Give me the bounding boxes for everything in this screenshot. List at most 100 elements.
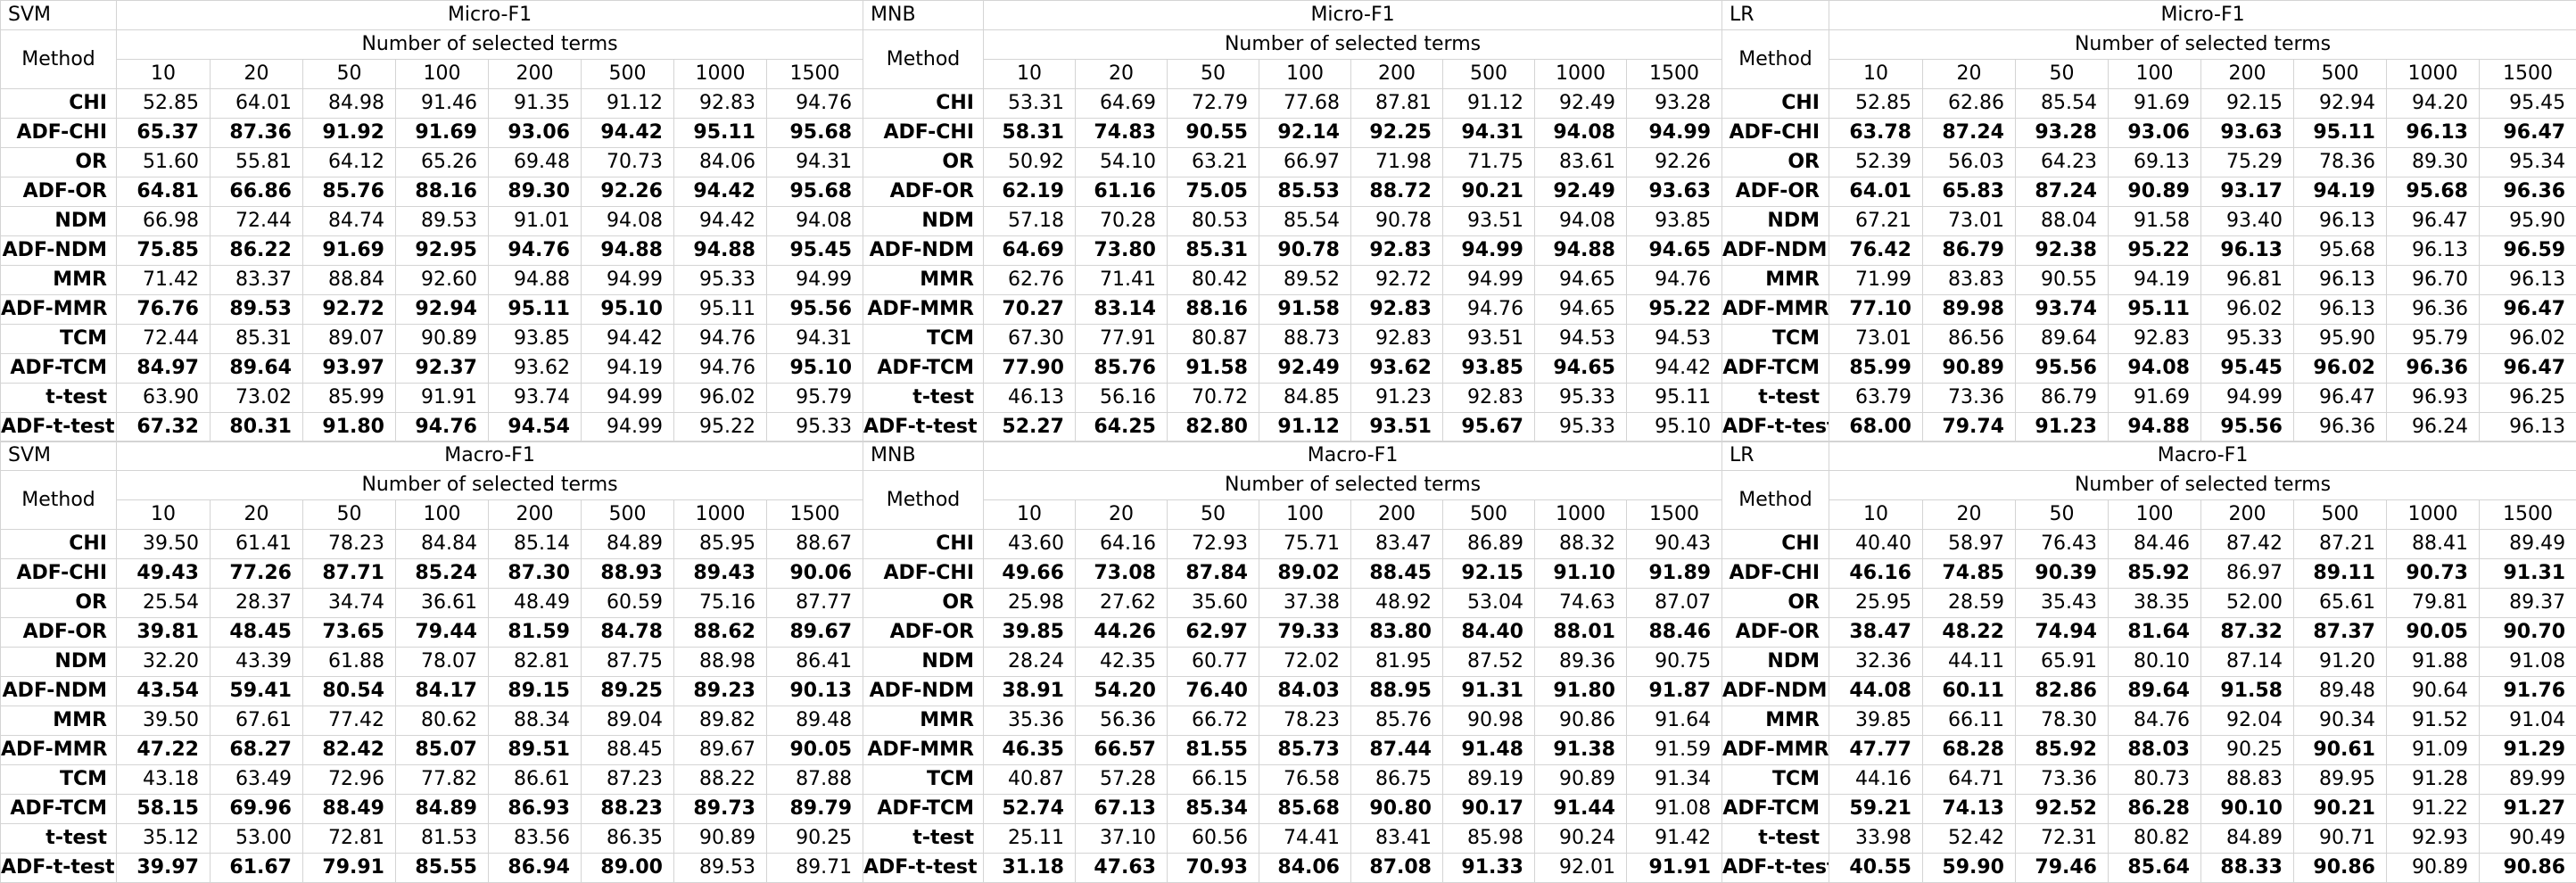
value-cell: 81.95 [1351, 648, 1443, 677]
value-cell: 90.34 [2294, 706, 2387, 736]
value-cell: 96.36 [2294, 413, 2387, 442]
value-cell: 93.97 [303, 354, 396, 384]
value-cell: 87.24 [2016, 177, 2109, 207]
value-cell: 93.51 [1443, 207, 1535, 236]
value-cell: 53.04 [1443, 589, 1535, 618]
value-cell: 91.88 [2387, 648, 2480, 677]
value-cell: 89.02 [1259, 559, 1351, 589]
value-cell: 86.61 [489, 765, 582, 795]
method-name: ADF-NDM [1722, 236, 1829, 266]
method-name: CHI [863, 89, 984, 119]
value-cell: 92.83 [1443, 384, 1535, 413]
value-cell: 95.45 [2480, 89, 2576, 119]
value-cell: 96.59 [2480, 236, 2576, 266]
value-cell: 87.52 [1443, 648, 1535, 677]
value-cell: 78.23 [303, 530, 396, 559]
value-cell: 77.42 [303, 706, 396, 736]
value-cell: 95.79 [767, 384, 863, 413]
method-header: Method [1722, 30, 1829, 89]
value-cell: 89.95 [2294, 765, 2387, 795]
value-cell: 60.56 [1168, 824, 1259, 854]
value-cell: 47.22 [117, 736, 211, 765]
value-cell: 91.09 [2387, 736, 2480, 765]
value-cell: 94.88 [582, 236, 674, 266]
value-cell: 75.05 [1168, 177, 1259, 207]
value-cell: 90.89 [2387, 854, 2480, 883]
value-cell: 92.49 [1259, 354, 1351, 384]
value-cell: 92.15 [1443, 559, 1535, 589]
value-cell: 25.98 [984, 589, 1076, 618]
method-name: ADF-t-test [1722, 413, 1829, 442]
value-cell: 80.73 [2109, 765, 2201, 795]
value-cell: 91.12 [1443, 89, 1535, 119]
value-cell: 83.37 [211, 266, 303, 295]
method-name: CHI [863, 530, 984, 559]
value-cell: 64.69 [984, 236, 1076, 266]
value-cell: 63.90 [117, 384, 211, 413]
value-cell: 88.16 [396, 177, 489, 207]
value-cell: 91.42 [1627, 824, 1722, 854]
value-cell: 91.44 [1535, 795, 1627, 824]
value-cell: 90.86 [1535, 706, 1627, 736]
metric-label: Micro-F1 [117, 1, 863, 30]
value-cell: 88.01 [1535, 618, 1627, 648]
value-cell: 91.31 [2480, 559, 2576, 589]
value-cell: 96.36 [2387, 354, 2480, 384]
value-cell: 81.55 [1168, 736, 1259, 765]
value-cell: 74.83 [1076, 119, 1168, 148]
method-name: ADF-CHI [1, 119, 117, 148]
value-cell: 64.16 [1076, 530, 1168, 559]
value-cell: 84.06 [1259, 854, 1351, 883]
term-count-header: 10 [984, 60, 1076, 89]
value-cell: 92.72 [303, 295, 396, 325]
value-cell: 64.69 [1076, 89, 1168, 119]
value-cell: 96.47 [2387, 207, 2480, 236]
value-cell: 71.98 [1351, 148, 1443, 177]
value-cell: 91.58 [2109, 207, 2201, 236]
value-cell: 85.92 [2016, 736, 2109, 765]
method-name: TCM [863, 765, 984, 795]
value-cell: 64.81 [117, 177, 211, 207]
value-cell: 92.04 [2201, 706, 2294, 736]
value-cell: 60.59 [582, 589, 674, 618]
value-cell: 87.81 [1351, 89, 1443, 119]
value-cell: 90.39 [2016, 559, 2109, 589]
value-cell: 89.67 [767, 618, 863, 648]
value-cell: 52.39 [1829, 148, 1923, 177]
term-count-header: 1500 [767, 500, 863, 530]
value-cell: 78.07 [396, 648, 489, 677]
value-cell: 72.31 [2016, 824, 2109, 854]
method-name: ADF-t-test [1, 413, 117, 442]
value-cell: 57.28 [1076, 765, 1168, 795]
value-cell: 95.56 [767, 295, 863, 325]
method-name: CHI [1, 89, 117, 119]
value-cell: 96.13 [2480, 266, 2576, 295]
value-cell: 39.81 [117, 618, 211, 648]
value-cell: 38.91 [984, 677, 1076, 706]
classifier-label: SVM [1, 442, 117, 471]
value-cell: 95.22 [2109, 236, 2201, 266]
value-cell: 82.86 [2016, 677, 2109, 706]
value-cell: 43.54 [117, 677, 211, 706]
value-cell: 83.61 [1535, 148, 1627, 177]
value-cell: 83.56 [489, 824, 582, 854]
method-name: OR [863, 589, 984, 618]
value-cell: 90.55 [2016, 266, 2109, 295]
value-cell: 51.60 [117, 148, 211, 177]
value-cell: 86.79 [2016, 384, 2109, 413]
term-count-header: 10 [1829, 60, 1923, 89]
term-count-header: 200 [489, 500, 582, 530]
value-cell: 87.37 [2294, 618, 2387, 648]
value-cell: 93.51 [1351, 413, 1443, 442]
